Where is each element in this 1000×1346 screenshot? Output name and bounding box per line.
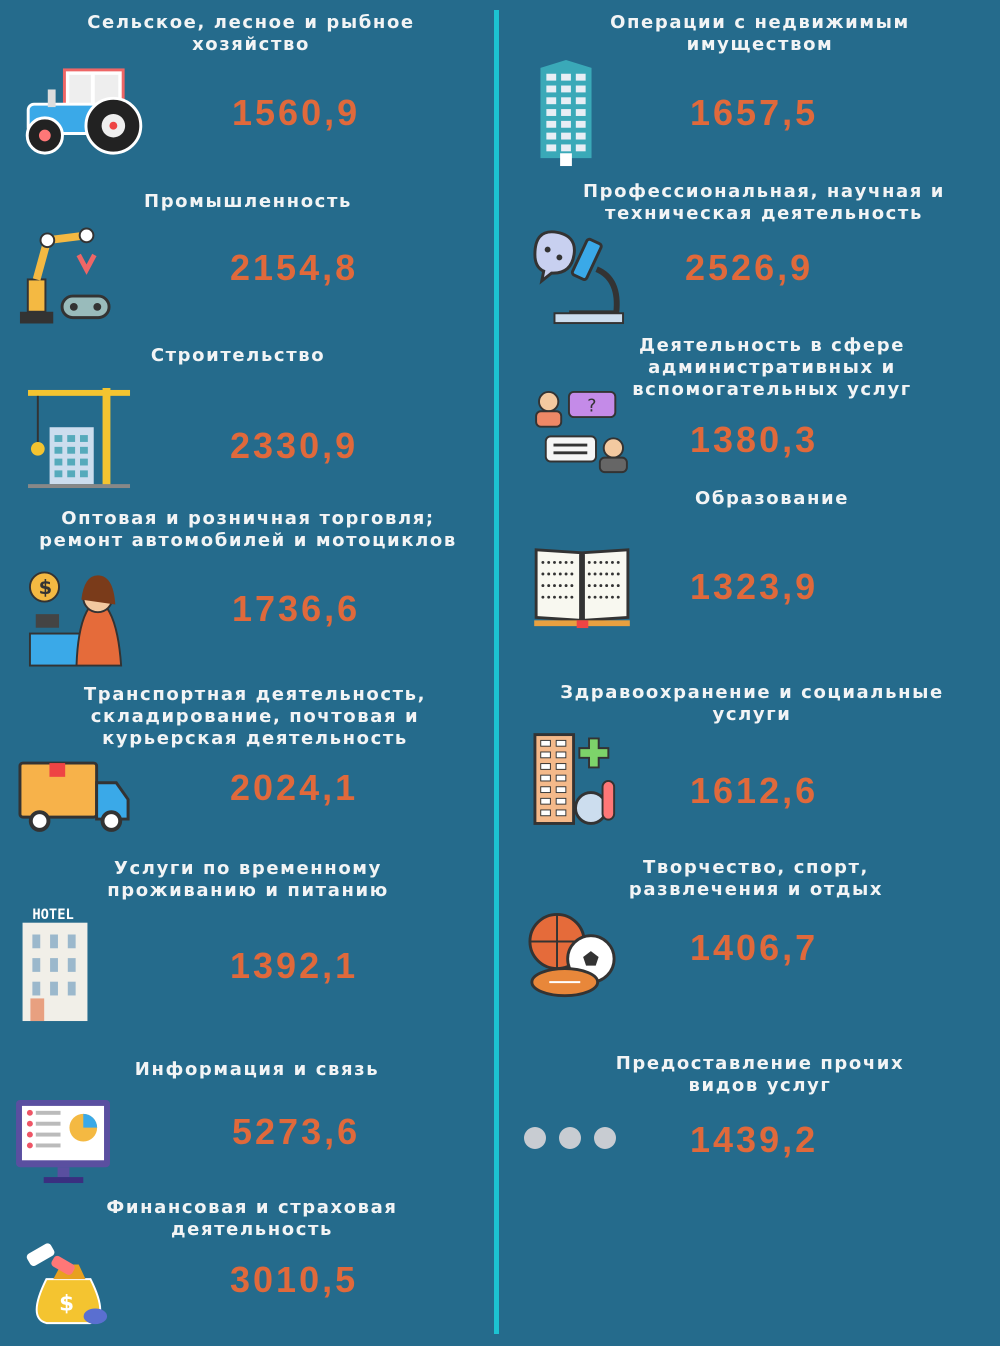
category-title: Транспортная деятельность, складирование… [83,684,427,749]
hotel-icon: HOTEL [20,905,90,1027]
category-title: Предоставление прочих видов услуг [615,1053,905,1096]
category-value: 1736,6 [232,588,361,629]
category-title: Деятельность в сфере административных и … [632,335,912,400]
category-title: Здравоохранение и социальные услуги [560,682,944,725]
svg-text:HOTEL: HOTEL [32,907,73,923]
svg-text:$: $ [59,1291,74,1316]
category-value: 1657,5 [690,92,819,133]
tractor-icon [20,65,148,162]
category-value: 1392,1 [230,945,359,986]
crane-icon [28,388,132,494]
category-value: 1560,9 [232,92,361,133]
category-title: Операции с недвижимым имуществом [610,12,910,55]
category-value: 2526,9 [685,247,814,288]
column-divider [494,10,499,1334]
category-title: Сельское, лесное и рыбное хозяйство [87,12,415,55]
category-value: 3010,5 [230,1259,359,1300]
category-value: 2154,8 [230,247,359,288]
category-value: 1406,7 [690,927,819,968]
more-dots-icon [522,1123,622,1157]
category-title: Творчество, спорт, развлечения и отдых [628,857,884,900]
hospital-icon [533,732,618,832]
category-title: Профессиональная, научная и техническая … [583,181,945,224]
category-title: Услуги по временному проживанию и питани… [107,858,389,901]
sports-balls-icon [528,912,617,1004]
category-value: 5273,6 [232,1111,361,1152]
delivery-truck-icon [18,758,132,837]
svg-text:$: $ [39,576,53,599]
open-book-icon [533,545,632,634]
monitor-chart-icon [14,1098,113,1189]
category-title: Промышленность [144,191,352,212]
category-title: Оптовая и розничная торговля; ремонт авт… [39,508,457,551]
category-value: 1323,9 [690,566,819,607]
category-value: 2024,1 [230,767,359,808]
robot-arm-icon [18,225,112,332]
category-title: Строительство [150,345,326,366]
consultation-icon: ? [533,390,630,479]
category-value: 1612,6 [690,770,819,811]
money-bag-icon: $ [22,1240,110,1332]
category-title: Информация и связь [134,1059,380,1080]
building-icon [540,60,592,172]
microscope-icon [530,230,625,330]
cashier-icon: $ [28,570,125,672]
category-value: 2330,9 [230,425,359,466]
category-value: 1380,3 [690,419,819,460]
category-title: Образование [694,488,850,509]
category-value: 1439,2 [690,1119,819,1160]
category-title: Финансовая и страховая деятельность [106,1197,398,1240]
svg-text:?: ? [587,396,596,416]
